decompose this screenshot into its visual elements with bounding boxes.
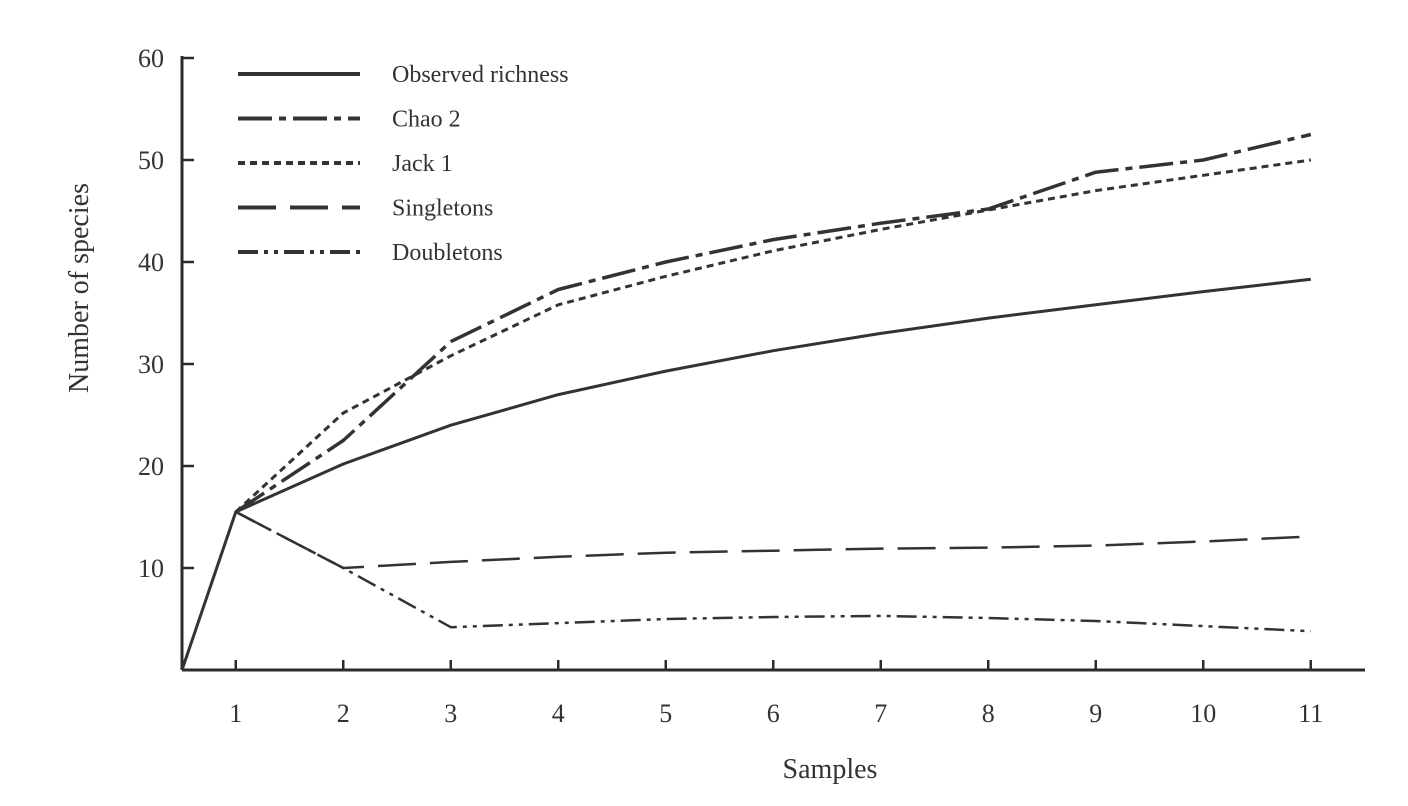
y-ticks: 10 20 30 40 50 60 xyxy=(138,44,194,583)
y-tick-label: 60 xyxy=(138,44,164,73)
legend-label: Chao 2 xyxy=(392,107,461,133)
y-tick-label: 20 xyxy=(138,452,164,481)
series-line-chao-2 xyxy=(234,132,1312,514)
series-lines xyxy=(180,132,1312,671)
x-tick-label: 8 xyxy=(982,699,995,728)
x-tick-label: 10 xyxy=(1190,699,1216,728)
legend-label: Singletons xyxy=(392,196,493,222)
series-line-singletons xyxy=(235,510,1311,570)
x-tick-label: 11 xyxy=(1298,699,1323,728)
series-line-observed-richness xyxy=(180,277,1311,671)
legend-label: Jack 1 xyxy=(392,151,453,177)
x-tick-label: 2 xyxy=(337,699,350,728)
y-tick-label: 50 xyxy=(138,146,164,175)
x-tick-label: 6 xyxy=(767,699,780,728)
legend-label: Doubletons xyxy=(392,240,503,266)
x-tick-label: 4 xyxy=(552,699,565,728)
y-tick-label: 30 xyxy=(138,350,164,379)
x-axis-title: Samples xyxy=(783,754,878,785)
y-axis-title: Number of species xyxy=(64,183,95,393)
series-line-jack-1 xyxy=(234,158,1312,514)
x-ticks: 1 2 3 4 5 6 7 8 9 10 11 xyxy=(229,660,1323,728)
legend-label: Observed richness xyxy=(392,62,569,88)
series-line-doubletons xyxy=(235,510,1311,633)
x-tick-label: 5 xyxy=(659,699,672,728)
x-tick-label: 7 xyxy=(874,699,887,728)
x-tick-label: 1 xyxy=(229,699,242,728)
y-tick-label: 40 xyxy=(138,248,164,277)
x-tick-label: 9 xyxy=(1089,699,1102,728)
y-tick-label: 10 xyxy=(138,554,164,583)
legend: Observed richness Chao 2 Jack 1 Singletons D… xyxy=(238,62,569,266)
x-tick-label: 3 xyxy=(444,699,457,728)
